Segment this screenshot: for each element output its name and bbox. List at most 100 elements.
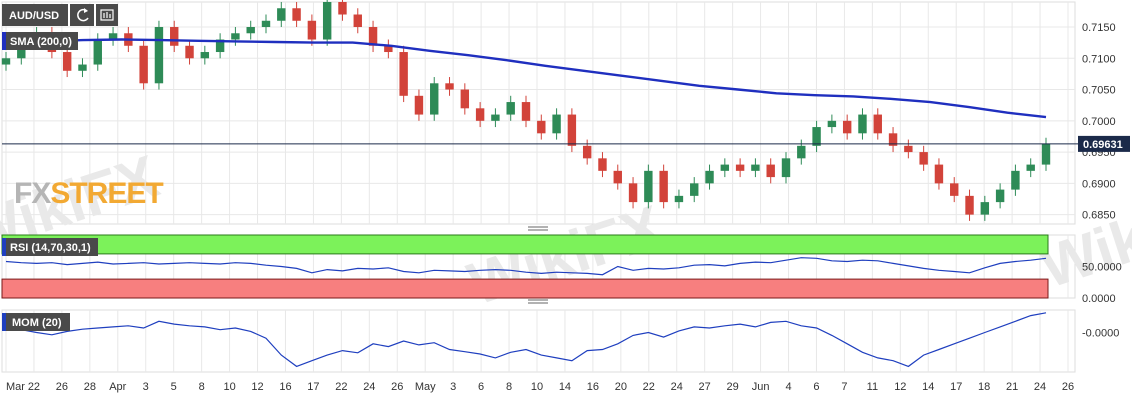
rsi-label-text[interactable]: RSI (14,70,30,1) [10, 242, 91, 254]
candle-body-65 [995, 189, 1005, 203]
brand-street: STREET [50, 177, 163, 210]
candle-body-59 [904, 145, 913, 153]
date-tick-14: 26 [391, 381, 403, 393]
date-tick-27: Jun [752, 381, 770, 393]
candle-body-9 [139, 45, 148, 84]
date-tick-0: Mar [6, 381, 25, 393]
mom-indicator-label[interactable]: MOM (20) [2, 313, 70, 331]
date-tick-31: 11 [867, 381, 878, 393]
candle-body-56 [858, 114, 867, 134]
date-tick-2: 26 [56, 381, 68, 393]
date-tick-9: 12 [251, 381, 263, 393]
date-tick-7: 8 [199, 381, 205, 393]
candle-body-48 [735, 164, 745, 171]
sma-label-text[interactable]: SMA (200,0) [10, 36, 72, 48]
date-tick-19: 10 [531, 381, 543, 393]
candle-body-14 [215, 39, 225, 53]
sma-layer [5, 38, 1047, 119]
candle-body-5 [78, 64, 87, 71]
candle-body-23 [353, 14, 362, 28]
candle-body-37 [567, 114, 577, 146]
candle-body-12 [185, 45, 194, 59]
candle-body-18 [277, 8, 286, 21]
candle-body-66 [1011, 170, 1020, 190]
symbol-label[interactable]: AUD/USD [9, 10, 59, 22]
brand-logo: FXSTREET [14, 177, 164, 210]
candle-body-39 [598, 158, 607, 171]
candle-body-50 [766, 164, 775, 178]
candle-body-29 [445, 83, 454, 90]
candle-body-20 [307, 20, 317, 40]
indicators-icon[interactable] [100, 9, 114, 21]
price-tick-5: 0.6900 [1082, 178, 1116, 190]
toolbar: AUD/USD [2, 4, 118, 26]
date-tick-18: 8 [506, 381, 512, 393]
date-tick-16: 3 [450, 381, 456, 393]
date-tick-38: 26 [1062, 381, 1074, 393]
date-tick-36: 21 [1006, 381, 1018, 393]
rsi-line [5, 257, 1047, 276]
candle-body-44 [674, 195, 684, 203]
candle-body-58 [888, 133, 898, 146]
candle-body-16 [246, 27, 255, 34]
mom-label-text[interactable]: MOM (20) [12, 317, 62, 329]
candle-body-22 [338, 2, 347, 15]
candle-body-42 [644, 170, 653, 203]
refresh-button[interactable] [70, 4, 94, 26]
candle-body-31 [475, 108, 485, 121]
candle-body-27 [414, 95, 424, 115]
sma-indicator-label[interactable]: SMA (200,0) [2, 32, 78, 50]
candle-body-53 [812, 127, 821, 146]
date-tick-32: 12 [894, 381, 906, 393]
candle-body-45 [690, 183, 699, 196]
date-tick-22: 20 [615, 381, 627, 393]
rsi-tick-1: 0.0000 [1082, 293, 1116, 305]
refresh-icon[interactable] [77, 8, 89, 22]
candle-body-0 [1, 58, 11, 65]
date-tick-33: 14 [922, 381, 934, 393]
rsi-indicator-label[interactable]: RSI (14,70,30,1) [2, 238, 98, 256]
price-candles [1, 0, 1051, 221]
symbol-button-bg[interactable] [2, 4, 68, 26]
rsi-tick-0: 50.0000 [1082, 262, 1122, 274]
rsi-overbought-band [1, 234, 1049, 255]
mom-tick-0: -0.0000 [1082, 328, 1119, 340]
price-tick-1: 0.7100 [1082, 53, 1116, 65]
rsi-layer [5, 257, 1047, 276]
candle-body-64 [980, 202, 990, 215]
candle-body-40 [613, 170, 622, 184]
date-tick-12: 22 [335, 381, 347, 393]
candle-body-52 [797, 145, 806, 159]
splitter-handle-mom[interactable] [528, 299, 548, 304]
date-tick-21: 16 [587, 381, 599, 393]
brand-text: FXSTREET [14, 177, 163, 210]
current-price-value: 0.69631 [1083, 139, 1123, 151]
date-tick-35: 18 [978, 381, 990, 393]
date-tick-5: 3 [143, 381, 149, 393]
candle-body-15 [231, 33, 240, 40]
date-axis: Mar 22 26 28 Apr 3 5 8 10 12 16 17 22 24 26 May 3 6 8 10 14 1… [6, 381, 1074, 393]
candle-body-62 [950, 183, 959, 196]
candle-body-34 [521, 102, 531, 121]
candle-body-6 [93, 39, 102, 65]
candle-body-60 [919, 152, 928, 165]
date-tick-26: 29 [727, 381, 739, 393]
date-tick-8: 10 [223, 381, 235, 393]
date-tick-20: 14 [559, 381, 571, 393]
sma-200-line [5, 38, 1047, 119]
candle-body-32 [491, 114, 500, 121]
candle-body-35 [537, 120, 546, 134]
candle-body-11 [170, 27, 179, 46]
candle-body-25 [384, 45, 393, 53]
current-price-tag-bg [1078, 135, 1130, 152]
splitter-handle-rsi[interactable] [528, 226, 548, 231]
candle-body-41 [628, 183, 638, 203]
rsi-oversold-band [1, 278, 1049, 299]
price-tick-3: 0.7000 [1082, 116, 1116, 128]
price-tick-2: 0.7050 [1082, 85, 1116, 97]
candle-body-33 [506, 102, 515, 115]
candle-body-57 [873, 114, 882, 134]
candle-body-17 [261, 20, 271, 28]
candle-body-43 [659, 170, 668, 203]
